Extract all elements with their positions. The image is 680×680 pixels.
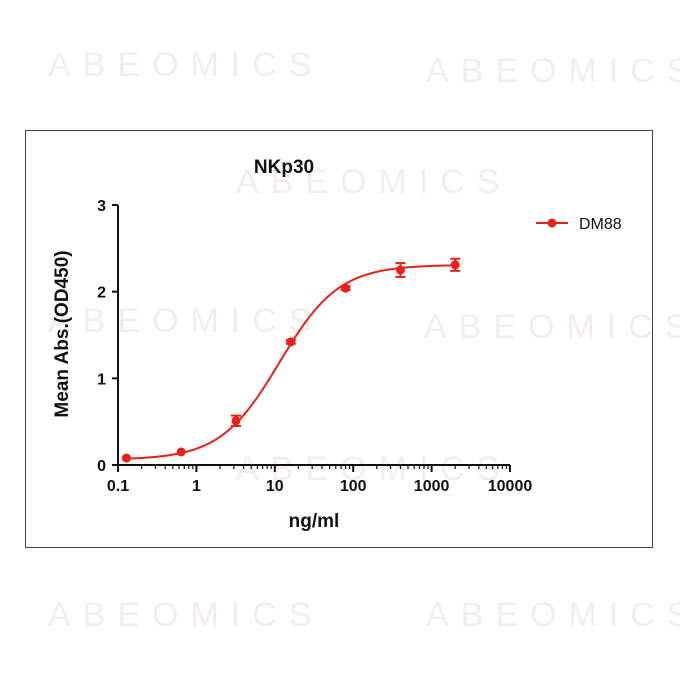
watermark: ABEOMICS	[426, 596, 680, 634]
legend-label: DM88	[579, 216, 622, 233]
x-tick-label: 1000	[414, 478, 450, 495]
x-tick-label: 10	[266, 478, 284, 495]
x-tick-label: 1	[192, 478, 201, 495]
axes: 0 1 2 3 0.1 1 10 100 1000 10000	[97, 198, 532, 495]
watermark: ABEOMICS	[426, 52, 680, 90]
data-marks	[121, 257, 461, 463]
x-axis-label: ng/ml	[289, 511, 340, 532]
data-point	[286, 337, 296, 347]
y-tick-label: 0	[97, 458, 106, 475]
data-point	[395, 265, 405, 275]
y-tick-label: 2	[97, 285, 106, 302]
data-point	[450, 260, 460, 270]
legend: DM88	[536, 216, 622, 233]
chart-frame: NKp30 ng/ml Mean Abs.(OD450) 0 1 2 3 0.1 1 10 1…	[25, 130, 653, 548]
y-axis-label: Mean Abs.(OD450)	[52, 250, 73, 417]
x-tick-label: 10000	[488, 478, 533, 495]
watermark: ABEOMICS	[48, 302, 324, 340]
data-point	[176, 447, 186, 457]
dose-response-chart: NKp30 ng/ml Mean Abs.(OD450) 0 1 2 3 0.1 1 10 1…	[52, 157, 622, 532]
data-point	[341, 283, 351, 293]
x-tick-label: 100	[340, 478, 367, 495]
chart-title: NKp30	[254, 157, 314, 178]
fit-curve	[126, 264, 456, 460]
watermark: ABEOMICS	[236, 163, 512, 201]
y-tick-label: 1	[97, 371, 106, 388]
watermark: ABEOMICS	[48, 46, 324, 84]
data-point	[121, 453, 131, 463]
watermark: ABEOMICS	[48, 596, 324, 634]
legend-marker	[547, 218, 557, 228]
watermark: ABEOMICS	[424, 308, 680, 346]
y-tick-label: 3	[97, 198, 106, 215]
data-point	[231, 416, 241, 426]
x-tick-label: 0.1	[107, 478, 129, 495]
